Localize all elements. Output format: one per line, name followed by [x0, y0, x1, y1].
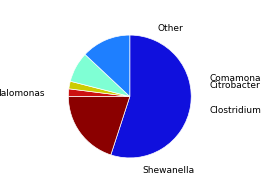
Text: Shewanella: Shewanella [142, 166, 194, 175]
Text: Halomonas: Halomonas [0, 89, 45, 98]
Wedge shape [70, 54, 130, 96]
Text: Citrobacter: Citrobacter [210, 81, 260, 90]
Wedge shape [85, 35, 130, 96]
Wedge shape [111, 35, 191, 158]
Text: Clostridium: Clostridium [210, 106, 261, 114]
Wedge shape [68, 96, 130, 155]
Wedge shape [68, 89, 130, 96]
Wedge shape [69, 81, 130, 96]
Text: Other: Other [157, 25, 183, 33]
Text: Comamonas: Comamonas [210, 74, 261, 83]
